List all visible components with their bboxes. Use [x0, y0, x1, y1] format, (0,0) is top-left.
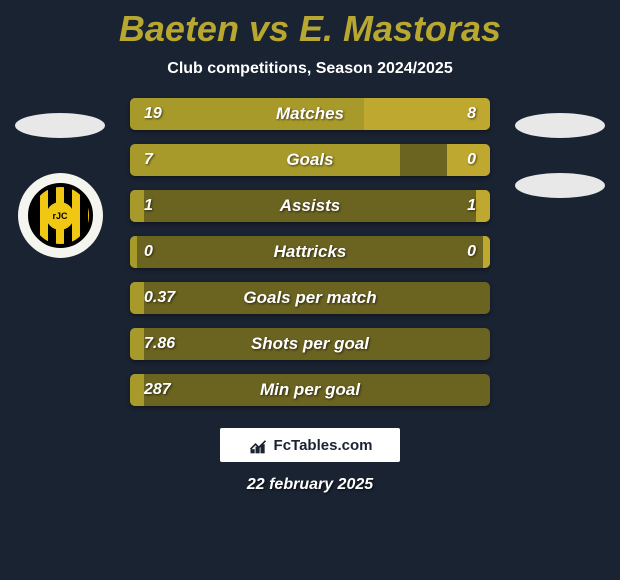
stat-value-right: 1: [467, 190, 476, 222]
page-title: Baeten vs E. Mastoras: [0, 0, 620, 50]
stat-row: 19Matches8: [130, 98, 490, 130]
stat-label: Matches: [130, 98, 490, 130]
stat-row: 0Hattricks0: [130, 236, 490, 268]
left-club-badge: rJC: [18, 173, 103, 258]
right-player-column: [510, 98, 610, 198]
left-flag-icon: [15, 113, 105, 138]
stat-value-right: 8: [467, 98, 476, 130]
comparison-content: rJC 19Matches87Goals01Assists10Hattricks…: [0, 98, 620, 406]
stat-label: Goals per match: [130, 282, 490, 314]
brand-text: FcTables.com: [274, 437, 373, 454]
right-club-placeholder: [515, 173, 605, 198]
club-badge-stripes: rJC: [28, 183, 93, 248]
stat-label: Goals: [130, 144, 490, 176]
stat-label: Min per goal: [130, 374, 490, 406]
brand-badge[interactable]: FcTables.com: [220, 428, 400, 462]
stat-row: 0.37Goals per match: [130, 282, 490, 314]
stat-value-right: 0: [467, 144, 476, 176]
stat-row: 7Goals0: [130, 144, 490, 176]
right-flag-icon: [515, 113, 605, 138]
stat-row: 287Min per goal: [130, 374, 490, 406]
stats-list: 19Matches87Goals01Assists10Hattricks00.3…: [130, 98, 490, 406]
footer-date: 22 february 2025: [0, 476, 620, 494]
club-badge-text: rJC: [46, 202, 74, 230]
stat-label: Shots per goal: [130, 328, 490, 360]
stat-value-right: 0: [467, 236, 476, 268]
stat-label: Hattricks: [130, 236, 490, 268]
stat-label: Assists: [130, 190, 490, 222]
left-player-column: rJC: [10, 98, 110, 258]
stat-row: 7.86Shots per goal: [130, 328, 490, 360]
stat-row: 1Assists1: [130, 190, 490, 222]
subtitle: Club competitions, Season 2024/2025: [0, 60, 620, 78]
chart-icon: [248, 435, 268, 455]
